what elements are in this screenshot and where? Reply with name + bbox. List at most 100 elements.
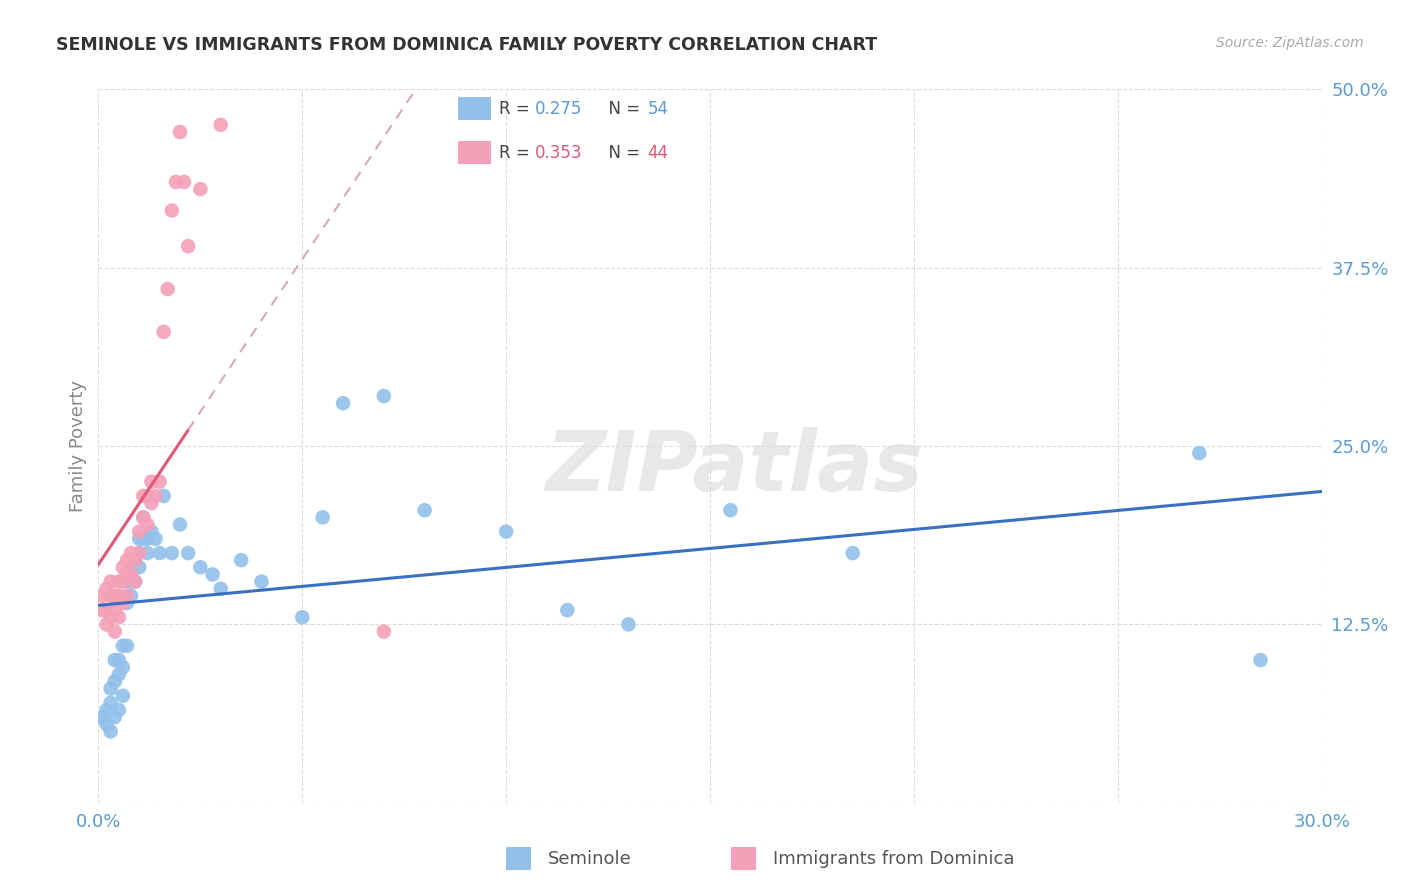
Y-axis label: Family Poverty: Family Poverty — [69, 380, 87, 512]
Point — [152, 325, 174, 339]
Point — [132, 510, 155, 524]
Point — [100, 724, 122, 739]
Point — [124, 553, 146, 567]
Point — [136, 532, 159, 546]
Point — [124, 553, 146, 567]
Point — [209, 582, 232, 596]
Text: Seminole: Seminole — [548, 849, 633, 868]
Point — [91, 589, 114, 603]
Point — [132, 489, 155, 503]
Point — [108, 610, 131, 624]
Point — [149, 475, 172, 489]
Text: Source: ZipAtlas.com: Source: ZipAtlas.com — [1216, 36, 1364, 50]
Point — [557, 603, 579, 617]
Text: 54: 54 — [647, 100, 668, 118]
Point — [250, 574, 273, 589]
Point — [120, 546, 142, 560]
Point — [188, 560, 212, 574]
Point — [104, 653, 127, 667]
Point — [111, 660, 134, 674]
Point — [91, 710, 114, 724]
Point — [124, 574, 146, 589]
Point — [128, 546, 150, 560]
Point — [1188, 446, 1211, 460]
Bar — [458, 141, 491, 164]
Point — [141, 496, 163, 510]
Point — [124, 574, 146, 589]
Point — [108, 574, 131, 589]
Text: ZIPatlas: ZIPatlas — [546, 427, 924, 508]
Point — [145, 532, 167, 546]
Point — [128, 524, 150, 539]
Point — [720, 503, 742, 517]
Point — [617, 617, 640, 632]
Point — [188, 182, 212, 196]
Point — [120, 589, 142, 603]
Point — [495, 524, 517, 539]
Point — [312, 510, 335, 524]
Point — [291, 610, 314, 624]
Text: 0.353: 0.353 — [534, 145, 582, 162]
Point — [332, 396, 354, 410]
Point — [160, 546, 183, 560]
Point — [108, 703, 131, 717]
Point — [141, 524, 163, 539]
Point — [169, 517, 191, 532]
Point — [156, 282, 179, 296]
Point — [169, 125, 191, 139]
Text: 44: 44 — [647, 145, 668, 162]
Point — [128, 560, 150, 574]
Point — [115, 553, 138, 567]
Text: Immigrants from Dominica: Immigrants from Dominica — [773, 849, 1015, 868]
Point — [136, 489, 159, 503]
Point — [96, 717, 118, 731]
Point — [136, 546, 159, 560]
Text: N =: N = — [598, 145, 645, 162]
Point — [160, 203, 183, 218]
Point — [136, 517, 159, 532]
Point — [115, 567, 138, 582]
Point — [132, 510, 155, 524]
Point — [96, 603, 118, 617]
Point — [111, 560, 134, 574]
Point — [108, 589, 131, 603]
Point — [145, 489, 167, 503]
Point — [373, 389, 395, 403]
Point — [104, 603, 127, 617]
Point — [115, 639, 138, 653]
Point — [115, 596, 138, 610]
Point — [128, 546, 150, 560]
Point — [111, 639, 134, 653]
Point — [100, 574, 122, 589]
Bar — [458, 97, 491, 120]
Point — [413, 503, 436, 517]
Point — [120, 560, 142, 574]
Point — [152, 489, 174, 503]
Text: 0.275: 0.275 — [534, 100, 582, 118]
Point — [100, 696, 122, 710]
Text: SEMINOLE VS IMMIGRANTS FROM DOMINICA FAMILY POVERTY CORRELATION CHART: SEMINOLE VS IMMIGRANTS FROM DOMINICA FAM… — [56, 36, 877, 54]
Point — [231, 553, 253, 567]
Point — [1249, 653, 1271, 667]
Point — [165, 175, 187, 189]
Point — [96, 703, 118, 717]
Text: N =: N = — [598, 100, 645, 118]
Point — [120, 574, 142, 589]
Point — [108, 653, 131, 667]
Text: R =: R = — [499, 145, 536, 162]
Point — [96, 582, 118, 596]
Point — [149, 546, 172, 560]
Point — [128, 532, 150, 546]
Point — [201, 567, 224, 582]
Point — [120, 567, 142, 582]
Point — [209, 118, 232, 132]
Text: R =: R = — [499, 100, 536, 118]
Point — [173, 175, 195, 189]
Point — [91, 603, 114, 617]
Point — [104, 710, 127, 724]
Point — [100, 681, 122, 696]
Point — [104, 624, 127, 639]
Point — [104, 674, 127, 689]
Point — [841, 546, 863, 560]
Point — [100, 610, 122, 624]
